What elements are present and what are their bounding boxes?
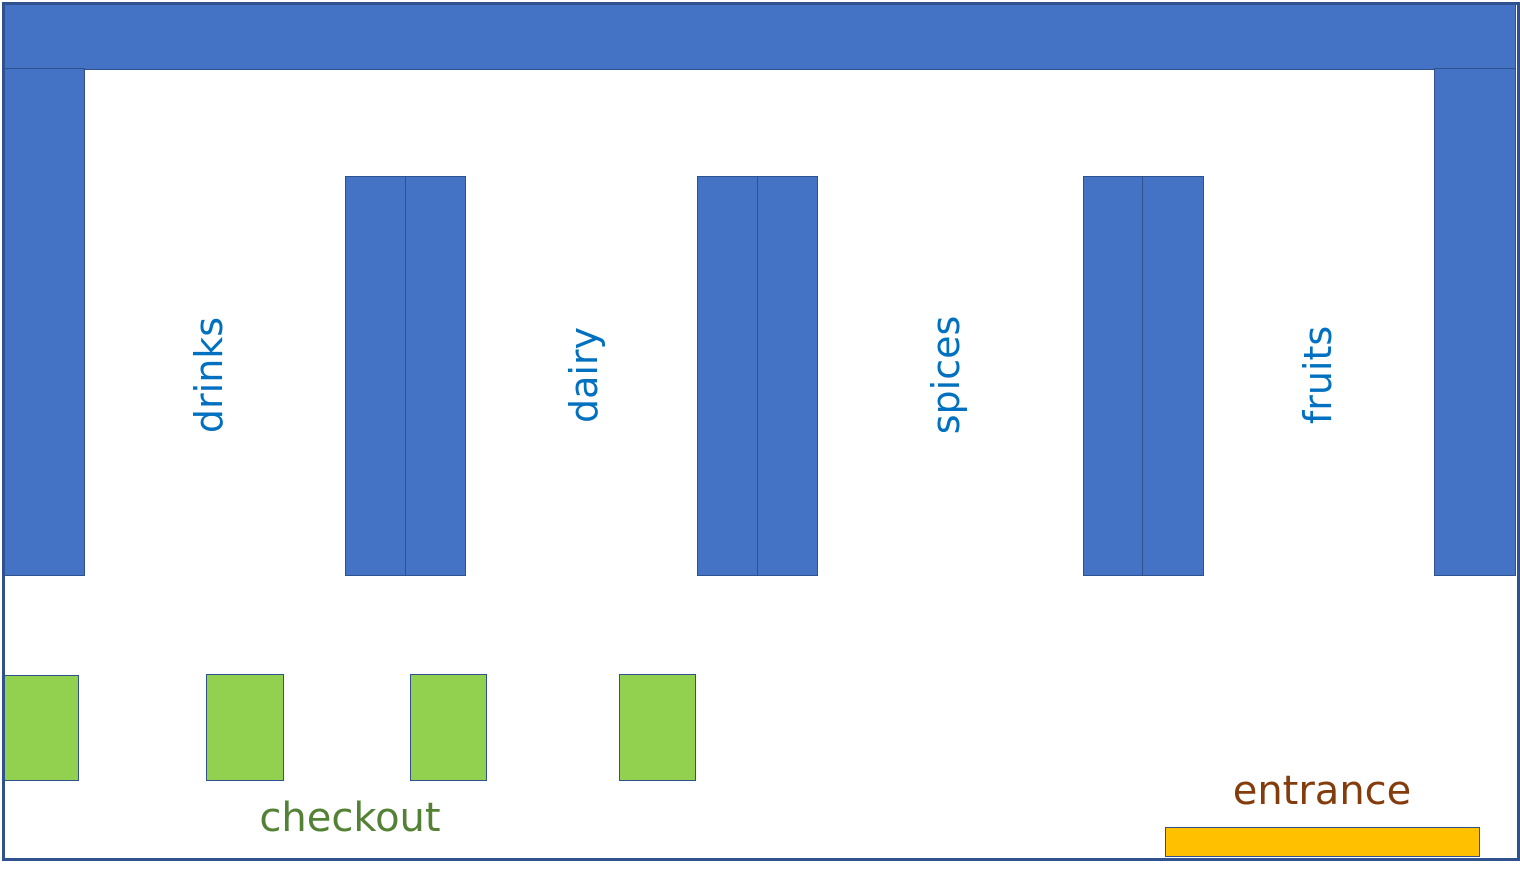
right-wall-shelf bbox=[1434, 68, 1516, 576]
aisle-label-fruits: fruits bbox=[1296, 325, 1340, 425]
aisle-label-drinks: drinks bbox=[187, 316, 231, 434]
entrance-door bbox=[1165, 827, 1480, 857]
shelf-unit-1-left bbox=[345, 176, 406, 576]
shelf-unit-1-right bbox=[405, 176, 466, 576]
shelf-unit-2-right bbox=[757, 176, 818, 576]
checkout-counter-4 bbox=[619, 674, 696, 781]
back-wall-shelf bbox=[4, 4, 1516, 70]
checkout-counter-3 bbox=[410, 674, 487, 781]
shelf-unit-2-left bbox=[697, 176, 758, 576]
shelf-unit-3-left bbox=[1083, 176, 1144, 576]
left-wall-shelf bbox=[4, 68, 85, 576]
entrance-label: entrance bbox=[1232, 768, 1412, 814]
checkout-counter-2 bbox=[206, 674, 284, 781]
checkout-counter-1 bbox=[4, 675, 79, 781]
aisle-label-spices: spices bbox=[924, 315, 968, 435]
shelf-unit-3-right bbox=[1142, 176, 1204, 576]
checkout-label: checkout bbox=[259, 795, 441, 841]
aisle-label-dairy: dairy bbox=[562, 326, 606, 424]
